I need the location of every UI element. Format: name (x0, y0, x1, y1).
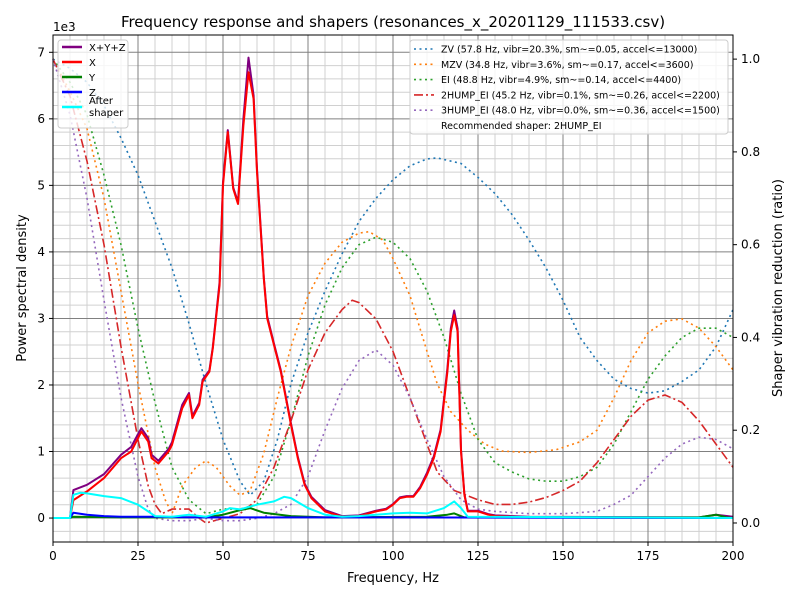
y-right-tick-label: 0.2 (741, 423, 760, 437)
y-axis-right-label: Shaper vibration reduction (ratio) (771, 179, 786, 397)
y-tick-label: 0 (37, 511, 45, 525)
x-tick-label: 100 (382, 549, 405, 563)
x-tick-label: 125 (467, 549, 490, 563)
legend-label-x: X (89, 58, 96, 69)
y-right-tick-label: 0.8 (741, 145, 760, 159)
psd-curve-after-shaper (53, 491, 734, 519)
legend-label-3hump-ei: 3HUMP_EI (48.0 Hz, vibr=0.0%, sm~=0.36, … (441, 106, 720, 117)
y-tick-label: 6 (37, 112, 45, 126)
legend-right-box (409, 39, 729, 135)
y-tick-label: 4 (37, 245, 45, 259)
x-tick-label: 50 (215, 549, 230, 563)
legend-label-z: Z (89, 88, 96, 99)
y-tick-label: 7 (37, 45, 45, 59)
x-axis-label: Frequency, Hz (347, 571, 439, 586)
shaper-curve-zv (52, 58, 734, 497)
x-tick-label: 0 (49, 549, 57, 563)
shaper-curve-mzv (52, 58, 734, 516)
chart-title: Frequency response and shapers (resonanc… (121, 13, 665, 32)
y-right-tick-label: 1.0 (741, 52, 760, 66)
legend-label-y: Y (88, 73, 96, 84)
legend-label-xyz-sum: X+Y+Z (89, 43, 126, 54)
legend-label-ei: EI (48.8 Hz, vibr=4.9%, sm~=0.14, accel<… (441, 75, 681, 86)
y-right-tick-label: 0.4 (741, 330, 760, 344)
y-right-tick-label: 0.6 (741, 238, 760, 252)
y-offset-label: 1e3 (53, 20, 76, 34)
x-tick-label: 150 (552, 549, 575, 563)
y-right-tick-label: 0.0 (741, 516, 760, 530)
y-tick-label: 2 (37, 378, 45, 392)
legend-label-after-shaper: After (89, 96, 114, 107)
legend-label-zv: ZV (57.8 Hz, vibr=20.3%, sm~=0.05, accel… (441, 45, 697, 56)
y-axis-label: Power spectral density (15, 214, 30, 362)
y-tick-label: 1 (37, 445, 45, 459)
legend-label-2hump-ei: 2HUMP_EI (45.2 Hz, vibr=0.1%, sm~=0.26, … (441, 90, 720, 101)
shaper-curve-3hump-ei (52, 58, 734, 522)
legend-label-mzv: MZV (34.8 Hz, vibr=3.6%, sm~=0.17, accel… (441, 60, 693, 71)
shaper-curve-2hump-ei (52, 58, 734, 524)
y-tick-label: 3 (37, 311, 45, 325)
x-tick-label: 75 (300, 549, 315, 563)
x-tick-label: 175 (637, 549, 660, 563)
psd-curve-z (53, 511, 734, 519)
x-tick-label: 25 (130, 549, 145, 563)
legend-label-after-shaper: shaper (89, 108, 124, 119)
psd-curve-x (53, 71, 734, 519)
x-tick-label: 200 (722, 549, 745, 563)
recommended-shaper-note: Recommended shaper: 2HUMP_EI (441, 121, 602, 132)
y-tick-label: 5 (37, 178, 45, 192)
